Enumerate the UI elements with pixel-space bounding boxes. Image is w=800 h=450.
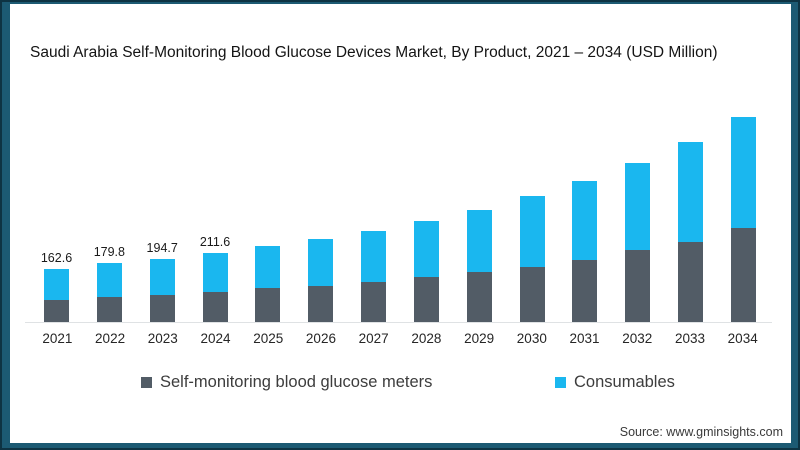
bar-2022: 179.8: [94, 245, 125, 322]
chart-canvas: [10, 4, 791, 443]
bar-2032: [625, 162, 651, 322]
bar-segment-consumables: [519, 196, 545, 267]
bar-2026: [308, 238, 334, 322]
bar-2034: [730, 117, 756, 322]
bar-segment-meters: [361, 281, 387, 322]
plot-area: 162.6 179.8 194.7 211.6: [41, 0, 756, 322]
legend-label-consumables: Consumables: [574, 373, 675, 391]
x-tick-2026: 2026: [305, 331, 336, 346]
legend-item-meters: Self-monitoring blood glucose meters: [141, 373, 432, 392]
bar-segment-consumables: [678, 142, 704, 242]
bar-segment-meters: [466, 271, 492, 322]
x-tick-2034: 2034: [727, 331, 758, 346]
bar-2024: 211.6: [200, 235, 230, 322]
x-tick-2024: 2024: [200, 331, 231, 346]
x-axis-line: [25, 322, 772, 323]
bar-2021: 162.6: [41, 251, 72, 322]
legend-label-meters: Self-monitoring blood glucose meters: [160, 373, 433, 391]
legend-swatch-meters-icon: [141, 377, 152, 388]
x-tick-2032: 2032: [622, 331, 653, 346]
bar-segment-meters: [44, 300, 69, 322]
bar-segment-consumables: [361, 231, 387, 282]
x-tick-2025: 2025: [253, 331, 284, 346]
x-tick-2023: 2023: [147, 331, 178, 346]
bar-value-label-2024: 211.6: [199, 235, 231, 250]
bar-segment-consumables: [572, 180, 598, 260]
bar-value-label-2023: 194.7: [146, 240, 178, 255]
bar-segment-consumables: [149, 258, 175, 295]
bar-2025: [255, 246, 281, 322]
x-tick-2030: 2030: [516, 331, 547, 346]
bar-2030: [519, 196, 545, 322]
bar-2028: [413, 221, 439, 322]
legend-swatch-consumables-icon: [555, 377, 566, 388]
bar-segment-consumables: [96, 263, 122, 298]
bar-segment-meters: [625, 250, 651, 322]
bar-segment-meters: [308, 285, 334, 322]
bar-2031: [572, 180, 598, 322]
x-tick-2028: 2028: [411, 331, 442, 346]
bar-segment-meters: [202, 292, 228, 322]
x-tick-2022: 2022: [95, 331, 126, 346]
x-tick-2031: 2031: [569, 331, 600, 346]
chart-title: Saudi Arabia Self-Monitoring Blood Gluco…: [30, 44, 718, 61]
x-axis-labels: 2021 2022 2023 2024 2025 2026 2027 2028 2029 2030…: [31, 331, 769, 346]
x-tick-2027: 2027: [358, 331, 389, 346]
bar-segment-meters: [519, 266, 545, 322]
bar-2027: [361, 231, 387, 322]
source-credit: Source: www.gminsights.com: [619, 425, 783, 439]
bar-segment-meters: [255, 288, 281, 322]
x-tick-2033: 2033: [674, 331, 705, 346]
x-tick-2021: 2021: [42, 331, 73, 346]
bar-segment-meters: [149, 295, 175, 322]
bar-segment-consumables: [466, 209, 492, 272]
bar-2023: 194.7: [147, 241, 178, 322]
bar-value-label-2022: 179.8: [93, 245, 125, 260]
bar-value-label-2021: 162.6: [40, 251, 73, 265]
bar-segment-meters: [678, 241, 704, 322]
bar-segment-consumables: [255, 246, 281, 289]
bar-segment-consumables: [413, 221, 439, 278]
bar-segment-meters: [730, 228, 756, 322]
bar-2029: [466, 209, 492, 322]
bar-segment-consumables: [625, 162, 651, 250]
x-tick-2029: 2029: [464, 331, 495, 346]
bar-segment-consumables: [44, 269, 69, 300]
bar-segment-meters: [413, 277, 439, 322]
bar-segment-consumables: [308, 238, 334, 286]
bar-segment-consumables: [202, 253, 228, 293]
bar-segment-meters: [96, 297, 122, 322]
bar-segment-meters: [572, 260, 598, 322]
legend-item-consumables: Consumables: [555, 373, 675, 392]
bar-segment-consumables: [730, 117, 756, 229]
bar-2033: [678, 142, 704, 322]
